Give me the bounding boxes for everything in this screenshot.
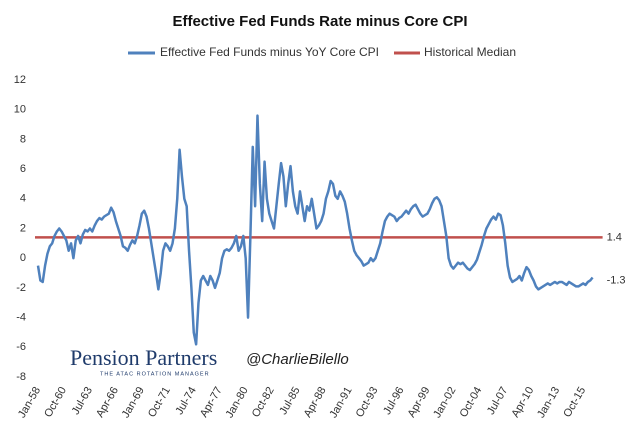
x-tick-label: Apr-10 bbox=[509, 385, 536, 420]
y-tick-label: -2 bbox=[16, 282, 26, 294]
x-tick-label: Jan-02 bbox=[431, 385, 458, 420]
data-line bbox=[36, 114, 594, 346]
handle: @CharlieBilello bbox=[246, 351, 349, 368]
x-tick-label: Jul-63 bbox=[70, 385, 95, 417]
y-tick-label: 8 bbox=[20, 133, 26, 145]
x-tick-label: Oct-93 bbox=[354, 385, 381, 420]
x-tick-label: Apr-66 bbox=[94, 385, 121, 420]
chart-title: Effective Fed Funds Rate minus Core CPI bbox=[172, 13, 467, 30]
y-tick-label: 2 bbox=[20, 222, 26, 234]
x-tick-label: Oct-15 bbox=[561, 385, 588, 420]
x-tick-label: Apr-88 bbox=[302, 385, 329, 420]
y-tick-label: 0 bbox=[20, 252, 26, 264]
x-tick-label: Jan-58 bbox=[16, 385, 43, 420]
y-tick-label: -4 bbox=[16, 312, 26, 324]
median-label: 1.4 bbox=[607, 231, 622, 243]
x-tick-label: Jan-80 bbox=[224, 385, 251, 420]
logo-tagline: THE ATAC ROTATION MANAGER bbox=[100, 371, 210, 377]
legend-label: Historical Median bbox=[424, 45, 516, 59]
x-tick-label: Jul-96 bbox=[381, 385, 406, 417]
x-tick-label: Jul-85 bbox=[277, 385, 302, 417]
x-tick-label: Jul-07 bbox=[485, 385, 510, 417]
legend-label: Effective Fed Funds minus YoY Core CPI bbox=[160, 45, 379, 59]
end-label: -1.3 bbox=[607, 274, 626, 286]
x-tick-label: Jan-91 bbox=[327, 385, 354, 420]
x-tick-label: Jan-13 bbox=[535, 385, 562, 420]
y-tick-label: 6 bbox=[20, 163, 26, 175]
x-tick-label: Jul-74 bbox=[173, 385, 198, 417]
y-tick-label: -8 bbox=[16, 371, 26, 383]
logo: Pension Partners bbox=[70, 345, 217, 370]
x-tick-label: Oct-71 bbox=[146, 385, 173, 420]
y-tick-label: 12 bbox=[14, 74, 26, 86]
x-tick-label: Oct-04 bbox=[458, 385, 485, 420]
x-tick-label: Apr-77 bbox=[198, 385, 225, 420]
y-tick-label: -6 bbox=[16, 341, 26, 353]
x-tick-label: Oct-60 bbox=[42, 385, 69, 420]
x-tick-label: Jan-69 bbox=[120, 385, 147, 420]
y-tick-label: 4 bbox=[20, 193, 26, 205]
y-tick-label: 10 bbox=[14, 104, 26, 116]
x-tick-label: Oct-82 bbox=[250, 385, 277, 420]
x-tick-label: Apr-99 bbox=[406, 385, 433, 420]
